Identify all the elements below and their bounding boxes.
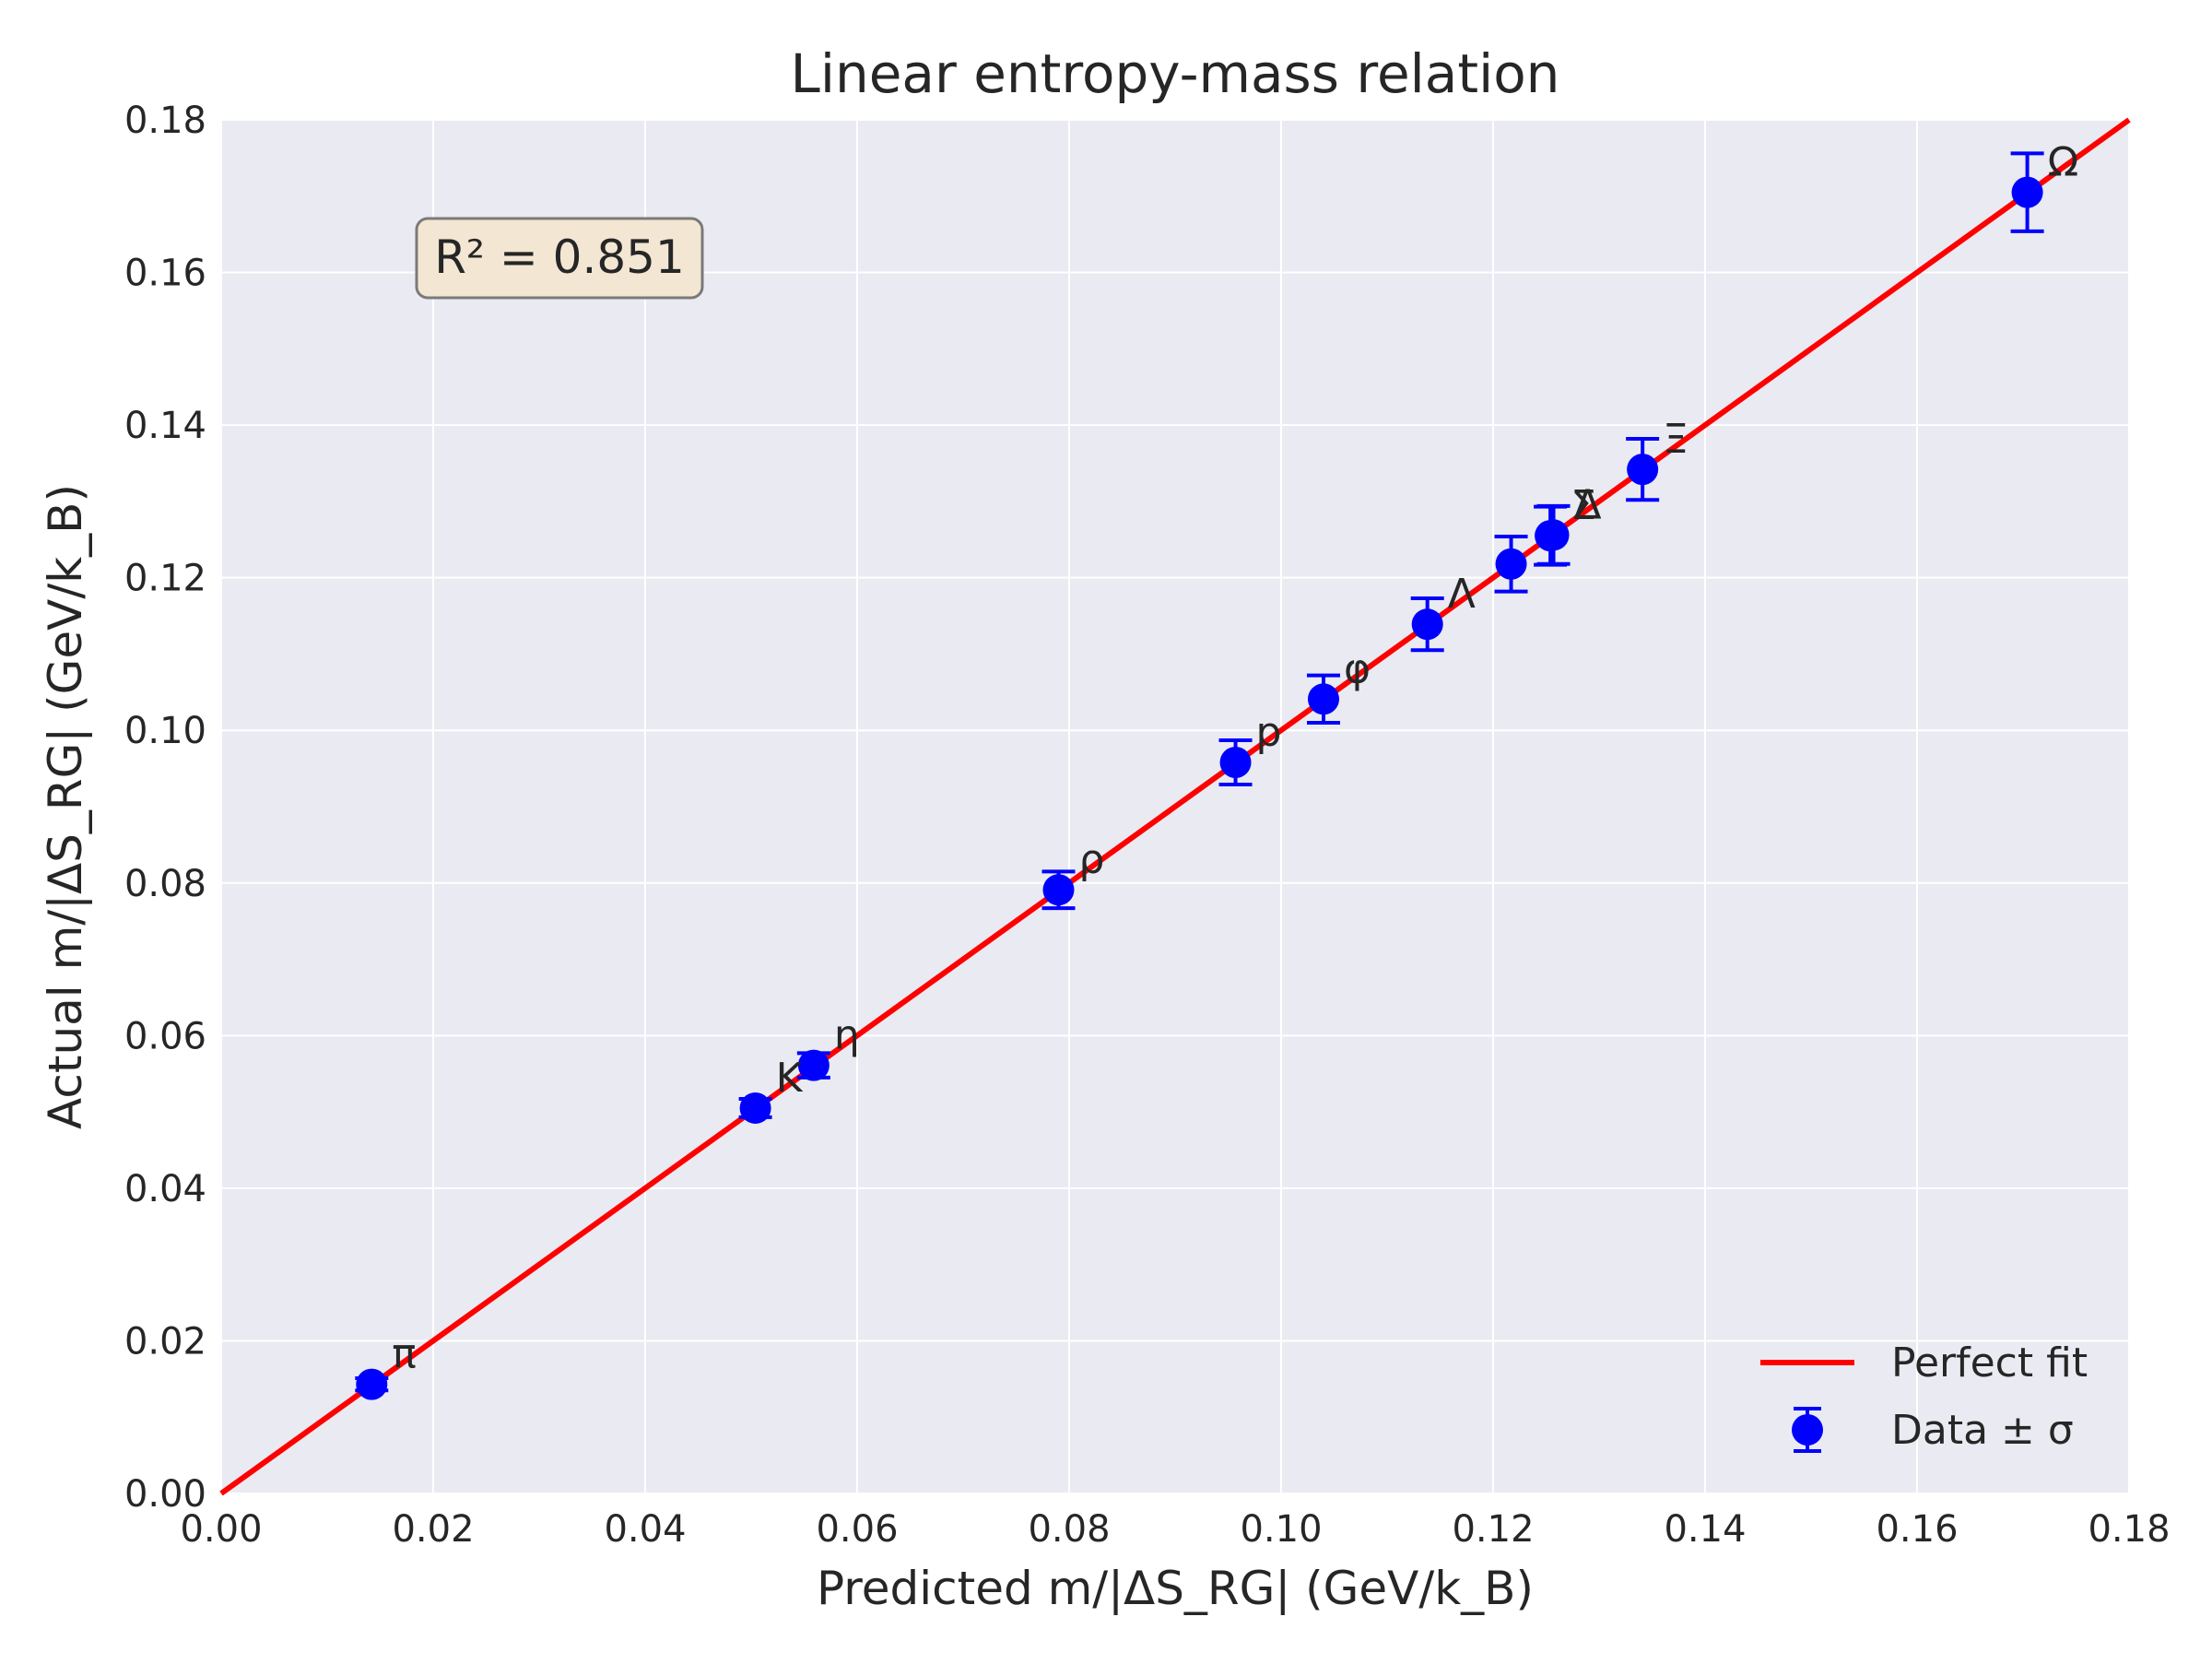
- x-tick-label: 0.06: [816, 1508, 898, 1551]
- y-tick-label: 0.18: [124, 100, 206, 142]
- point-label: ρ: [1079, 836, 1105, 883]
- r-squared-text: R² = 0.851: [434, 230, 685, 284]
- x-tick-label: 0.02: [392, 1508, 474, 1551]
- x-axis-label: Predicted m/|ΔS_RG| (GeV/k_B): [817, 1562, 1534, 1615]
- point-marker: [1627, 454, 1659, 486]
- r-squared-box-frame: [415, 217, 704, 300]
- legend-data-swatch: [1792, 1407, 1823, 1453]
- point-label: π: [392, 1331, 417, 1378]
- point-marker: [1042, 874, 1075, 906]
- perfect-fit-line: [219, 117, 2131, 1496]
- data-point: [738, 1092, 772, 1124]
- y-tick-label: 0.08: [124, 863, 206, 905]
- point-label: Λ: [1448, 571, 1476, 618]
- data-point: [1307, 673, 1340, 725]
- point-label: Δ: [1574, 481, 1602, 528]
- data-point: [1410, 596, 1444, 653]
- point-marker: [1495, 548, 1527, 580]
- data-points: [355, 151, 2044, 1400]
- data-point: [1536, 503, 1571, 566]
- data-point: [1494, 534, 1528, 594]
- legend-fit-label: Perfect fit: [1891, 1339, 2088, 1387]
- y-tick-label: 0.06: [124, 1015, 206, 1057]
- point-label: Σ: [1571, 482, 1596, 529]
- y-tick-label: 0.14: [124, 405, 206, 447]
- point-label: Ξ: [1663, 416, 1688, 463]
- tick-labels: 0.00 0.02 0.04 0.06 0.08 0.10 0.12 0.14 0.16 0.18…: [124, 100, 2171, 1551]
- y-axis-label: Actual m/|ΔS_RG| (GeV/k_B): [39, 484, 92, 1129]
- y-tick-label: 0.12: [124, 558, 206, 600]
- x-tick-label: 0.12: [1452, 1508, 1534, 1551]
- grid: [220, 119, 2130, 1494]
- r-squared-box: R² = 0.851: [415, 217, 704, 300]
- y-tick-label: 0.10: [124, 710, 206, 752]
- point-marker: [1411, 608, 1443, 641]
- data-point: [2010, 151, 2044, 233]
- y-tick-label: 0.02: [124, 1320, 206, 1363]
- point-marker: [739, 1092, 771, 1124]
- legend: Perfect fit Data ± σ: [1760, 1339, 2088, 1454]
- x-tick-label: 0.04: [604, 1508, 686, 1551]
- point-marker: [1308, 683, 1339, 715]
- point-label: φ: [1344, 645, 1371, 692]
- x-tick-label: 0.00: [180, 1508, 262, 1551]
- data-point: [1218, 738, 1253, 786]
- y-tick-label: 0.16: [124, 253, 206, 295]
- x-tick-label: 0.10: [1240, 1508, 1322, 1551]
- point-marker: [1537, 519, 1570, 551]
- chart-title: Linear entropy-mass relation: [791, 42, 1560, 105]
- point-marker: [356, 1368, 388, 1400]
- data-point: [1626, 437, 1660, 502]
- x-tick-label: 0.16: [1876, 1508, 1958, 1551]
- point-label: η: [834, 1012, 860, 1059]
- data-point: [1041, 869, 1076, 911]
- point-label: p: [1256, 709, 1282, 756]
- data-point: [796, 1049, 830, 1081]
- point-marker: [797, 1049, 830, 1081]
- point-marker: [2011, 176, 2043, 208]
- x-tick-label: 0.08: [1028, 1508, 1110, 1551]
- data-point: [355, 1368, 389, 1400]
- x-tick-label: 0.18: [2088, 1508, 2170, 1551]
- point-labels: π Kη ρ p φ Λ ΣΔ Ξ Ω: [392, 139, 2078, 1378]
- point-label: K: [776, 1055, 804, 1102]
- y-tick-label: 0.00: [124, 1473, 206, 1516]
- point-label: Ω: [2048, 139, 2079, 186]
- point-marker: [1219, 746, 1252, 778]
- x-tick-label: 0.14: [1664, 1508, 1746, 1551]
- fit-line-layer: [219, 117, 2131, 1496]
- y-tick-label: 0.04: [124, 1168, 206, 1210]
- legend-data-label: Data ± σ: [1891, 1407, 2074, 1454]
